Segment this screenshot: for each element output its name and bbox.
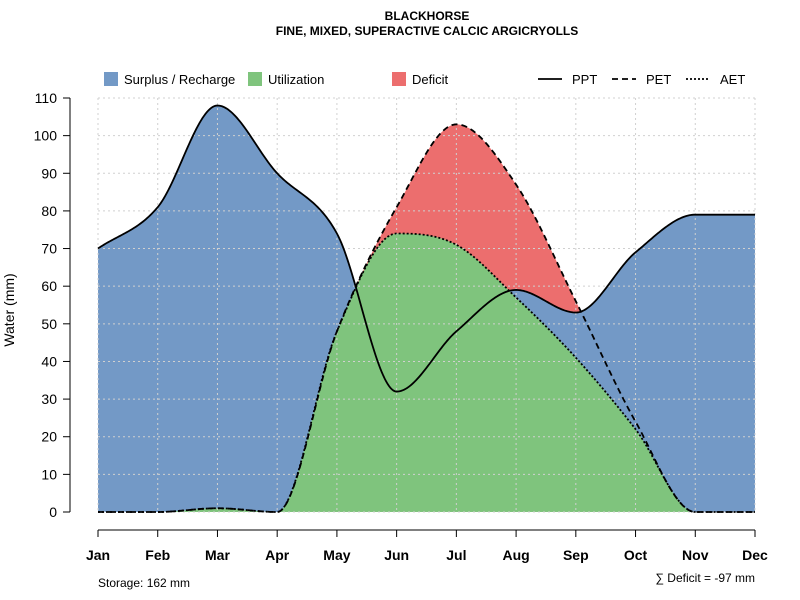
y-tick-label: 100 bbox=[34, 128, 58, 144]
legend-swatch bbox=[392, 72, 406, 86]
series-line-aet bbox=[98, 232, 755, 513]
legend-label: Deficit bbox=[412, 72, 449, 87]
x-tick-label-aug: Aug bbox=[502, 547, 529, 563]
y-tick-label: 10 bbox=[41, 466, 57, 482]
y-tick-label: 20 bbox=[41, 429, 57, 445]
grid-layer bbox=[97, 97, 756, 513]
legend: Surplus / Recharge Utilization Deficit PPT P… bbox=[104, 72, 745, 87]
series-line-ppt bbox=[97, 104, 755, 393]
y-tick-label: 50 bbox=[41, 316, 57, 332]
y-tick-label: 70 bbox=[41, 241, 57, 257]
x-tick-label-jan: Jan bbox=[86, 547, 110, 563]
x-tick-label-dec: Dec bbox=[742, 547, 768, 563]
area-layer bbox=[98, 105, 755, 513]
legend-label: Surplus / Recharge bbox=[124, 72, 235, 87]
storage-note: Storage: 162 mm bbox=[98, 576, 190, 590]
y-tick-label: 40 bbox=[41, 353, 57, 369]
series-lines bbox=[97, 104, 755, 513]
series-line-pet bbox=[98, 123, 755, 513]
y-tick-label: 80 bbox=[41, 203, 57, 219]
legend-swatch bbox=[104, 72, 118, 86]
y-tick-label: 110 bbox=[35, 90, 58, 106]
y-tick-label: 90 bbox=[41, 165, 57, 181]
chart-title: BLACKHORSE bbox=[385, 9, 470, 23]
legend-label: AET bbox=[720, 72, 745, 87]
y-tick-label: 30 bbox=[41, 391, 57, 407]
x-tick-label-jun: Jun bbox=[384, 547, 409, 563]
axes: 0 10 20 30 40 50 60 70 80 90 100 110 Jan Feb Mar Apr May… bbox=[34, 90, 768, 563]
x-tick-label-may: May bbox=[323, 547, 350, 563]
x-tick-label-feb: Feb bbox=[145, 547, 170, 563]
area-utilization bbox=[98, 233, 755, 513]
x-tick-label-jul: Jul bbox=[446, 547, 466, 563]
y-tick-label: 0 bbox=[49, 504, 57, 520]
y-tick-label: 60 bbox=[41, 278, 57, 294]
x-tick-label-nov: Nov bbox=[682, 547, 709, 563]
legend-label: Utilization bbox=[268, 72, 324, 87]
chart-subtitle: FINE, MIXED, SUPERACTIVE CALCIC ARGICRYO… bbox=[276, 24, 578, 38]
x-tick-label-oct: Oct bbox=[624, 547, 648, 563]
legend-label: PET bbox=[646, 72, 671, 87]
x-tick-label-sep: Sep bbox=[563, 547, 589, 563]
x-tick-label-apr: Apr bbox=[265, 547, 290, 563]
x-tick-label-mar: Mar bbox=[205, 547, 230, 563]
legend-label: PPT bbox=[572, 72, 597, 87]
legend-swatch bbox=[248, 72, 262, 86]
deficit-note: ∑ Deficit = -97 mm bbox=[655, 571, 755, 585]
y-axis-label: Water (mm) bbox=[1, 273, 17, 346]
